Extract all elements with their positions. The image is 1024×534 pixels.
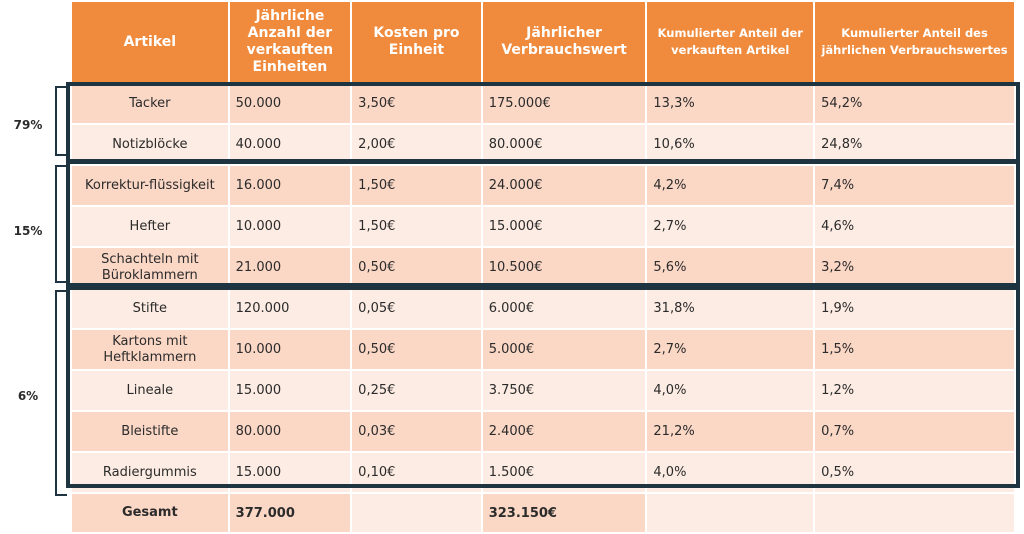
table-row: Korrektur-flüssigkeit 16.000 1,50€ 24.000€ 4… <box>72 166 1014 205</box>
cell-anteil-artikel: 4,0% <box>647 453 814 492</box>
cell-artikel: Tacker <box>72 84 228 123</box>
cell-wert: 10.500€ <box>482 248 646 287</box>
cell-anzahl: 15.000 <box>229 371 351 410</box>
cell-anzahl: 15.000 <box>229 453 351 492</box>
cell-artikel: Kartons mit Heftklammern <box>72 330 228 369</box>
total-anteil-artikel-empty <box>647 494 814 532</box>
cell-anteil-wert: 1,9% <box>815 289 1014 328</box>
cell-anteil-wert: 0,5% <box>815 453 1014 492</box>
cell-artikel: Schachteln mit Büroklammern <box>72 248 228 287</box>
cell-kosten: 0,03€ <box>352 412 481 451</box>
cell-anteil-wert: 1,2% <box>815 371 1014 410</box>
header-anteil-artikel: Kumulierter Anteil der verkauften Artike… <box>647 2 814 82</box>
cell-anteil-artikel: 4,2% <box>647 166 814 205</box>
cell-wert: 175.000€ <box>482 84 646 123</box>
cell-kosten: 0,50€ <box>352 248 481 287</box>
cell-kosten: 2,00€ <box>352 125 481 164</box>
group-b-bracket <box>55 165 67 283</box>
cell-anteil-artikel: 2,7% <box>647 330 814 369</box>
table-row: Bleistifte 80.000 0,03€ 2.400€ 21,2% 0,7% <box>72 412 1014 451</box>
cell-anteil-artikel: 4,0% <box>647 371 814 410</box>
abc-table: Artikel Jährliche Anzahl der verkauften … <box>70 0 1016 534</box>
table-row: Tacker 50.000 3,50€ 175.000€ 13,3% 54,2% <box>72 84 1014 123</box>
table-row: Schachteln mit Büroklammern 21.000 0,50€ 10… <box>72 248 1014 287</box>
cell-wert: 15.000€ <box>482 207 646 246</box>
total-wert: 323.150€ <box>482 494 646 532</box>
cell-anteil-artikel: 13,3% <box>647 84 814 123</box>
cell-anzahl: 50.000 <box>229 84 351 123</box>
cell-kosten: 0,50€ <box>352 330 481 369</box>
cell-kosten: 0,25€ <box>352 371 481 410</box>
table-body: Tacker 50.000 3,50€ 175.000€ 13,3% 54,2% Notiz… <box>72 84 1014 492</box>
cell-artikel: Bleistifte <box>72 412 228 451</box>
cell-wert: 6.000€ <box>482 289 646 328</box>
group-a-bracket <box>55 86 67 156</box>
cell-anteil-artikel: 5,6% <box>647 248 814 287</box>
cell-anteil-wert: 0,7% <box>815 412 1014 451</box>
cell-anteil-wert: 7,4% <box>815 166 1014 205</box>
cell-anzahl: 80.000 <box>229 412 351 451</box>
cell-wert: 24.000€ <box>482 166 646 205</box>
header-row: Artikel Jährliche Anzahl der verkauften … <box>72 2 1014 82</box>
table-row: Radiergummis 15.000 0,10€ 1.500€ 4,0% 0,5% <box>72 453 1014 492</box>
cell-anteil-artikel: 10,6% <box>647 125 814 164</box>
cell-anzahl: 40.000 <box>229 125 351 164</box>
group-c-label: 6% <box>17 389 39 403</box>
cell-kosten: 0,05€ <box>352 289 481 328</box>
table-row: Kartons mit Heftklammern 10.000 0,50€ 5.000… <box>72 330 1014 369</box>
total-anzahl: 377.000 <box>229 494 351 532</box>
table-row: Hefter 10.000 1,50€ 15.000€ 2,7% 4,6% <box>72 207 1014 246</box>
cell-anzahl: 10.000 <box>229 207 351 246</box>
cell-kosten: 1,50€ <box>352 207 481 246</box>
total-anteil-wert-empty <box>815 494 1014 532</box>
cell-artikel: Hefter <box>72 207 228 246</box>
cell-kosten: 0,10€ <box>352 453 481 492</box>
cell-artikel: Radiergummis <box>72 453 228 492</box>
group-b-label: 15% <box>13 224 43 238</box>
cell-wert: 1.500€ <box>482 453 646 492</box>
header-artikel: Artikel <box>72 2 228 82</box>
total-kosten-empty <box>352 494 481 532</box>
cell-anteil-wert: 4,6% <box>815 207 1014 246</box>
group-c-bracket <box>55 290 67 496</box>
abc-analysis-table-figure: Artikel Jährliche Anzahl der verkauften … <box>13 0 1020 534</box>
table-row: Lineale 15.000 0,25€ 3.750€ 4,0% 1,2% <box>72 371 1014 410</box>
cell-kosten: 1,50€ <box>352 166 481 205</box>
cell-anteil-artikel: 21,2% <box>647 412 814 451</box>
cell-anteil-wert: 1,5% <box>815 330 1014 369</box>
header-wert: Jährlicher Verbrauchswert <box>482 2 646 82</box>
total-row: Gesamt 377.000 323.150€ <box>72 494 1014 532</box>
cell-anteil-wert: 24,8% <box>815 125 1014 164</box>
cell-anzahl: 10.000 <box>229 330 351 369</box>
cell-kosten: 3,50€ <box>352 84 481 123</box>
cell-anteil-wert: 3,2% <box>815 248 1014 287</box>
group-a-label: 79% <box>13 118 43 132</box>
cell-anteil-wert: 54,2% <box>815 84 1014 123</box>
cell-wert: 3.750€ <box>482 371 646 410</box>
cell-anteil-artikel: 2,7% <box>647 207 814 246</box>
header-anzahl: Jährliche Anzahl der verkauften Einheite… <box>229 2 351 82</box>
cell-wert: 5.000€ <box>482 330 646 369</box>
table-row: Stifte 120.000 0,05€ 6.000€ 31,8% 1,9% <box>72 289 1014 328</box>
cell-anzahl: 16.000 <box>229 166 351 205</box>
cell-artikel: Stifte <box>72 289 228 328</box>
table-row: Notizblöcke 40.000 2,00€ 80.000€ 10,6% 24,8% <box>72 125 1014 164</box>
total-label: Gesamt <box>72 494 228 532</box>
cell-anteil-artikel: 31,8% <box>647 289 814 328</box>
cell-artikel: Korrektur-flüssigkeit <box>72 166 228 205</box>
cell-artikel: Lineale <box>72 371 228 410</box>
header-kosten: Kosten pro Einheit <box>352 2 481 82</box>
header-anteil-wert: Kumulierter Anteil des jährlichen Verbra… <box>815 2 1014 82</box>
cell-artikel: Notizblöcke <box>72 125 228 164</box>
cell-anzahl: 21.000 <box>229 248 351 287</box>
cell-anzahl: 120.000 <box>229 289 351 328</box>
cell-wert: 80.000€ <box>482 125 646 164</box>
cell-wert: 2.400€ <box>482 412 646 451</box>
